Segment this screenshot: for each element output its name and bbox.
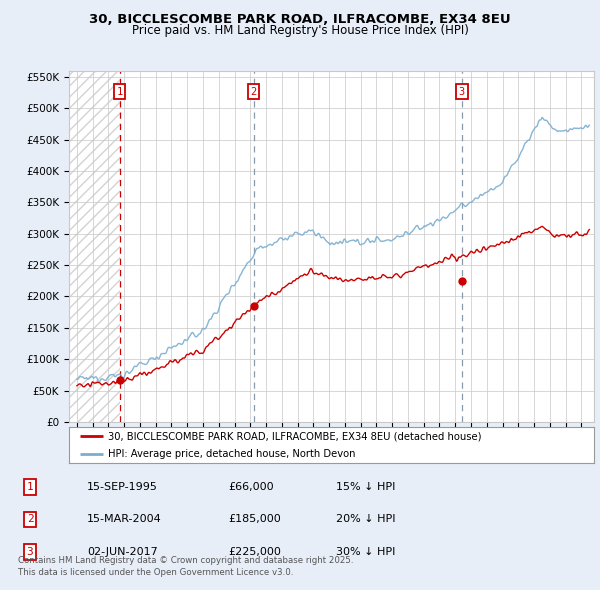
Bar xyxy=(69,71,120,422)
Text: 3: 3 xyxy=(459,87,465,97)
Text: 15% ↓ HPI: 15% ↓ HPI xyxy=(336,482,395,492)
Text: 30% ↓ HPI: 30% ↓ HPI xyxy=(336,547,395,557)
Text: 2: 2 xyxy=(250,87,257,97)
Text: 1: 1 xyxy=(26,482,34,492)
Text: 15-SEP-1995: 15-SEP-1995 xyxy=(87,482,158,492)
Text: £66,000: £66,000 xyxy=(228,482,274,492)
Text: HPI: Average price, detached house, North Devon: HPI: Average price, detached house, Nort… xyxy=(109,449,356,459)
Text: 20% ↓ HPI: 20% ↓ HPI xyxy=(336,514,395,525)
Text: Price paid vs. HM Land Registry's House Price Index (HPI): Price paid vs. HM Land Registry's House … xyxy=(131,24,469,37)
Text: 1: 1 xyxy=(116,87,123,97)
Text: 15-MAR-2004: 15-MAR-2004 xyxy=(87,514,162,525)
Text: 30, BICCLESCOMBE PARK ROAD, ILFRACOMBE, EX34 8EU (detached house): 30, BICCLESCOMBE PARK ROAD, ILFRACOMBE, … xyxy=(109,431,482,441)
Text: Contains HM Land Registry data © Crown copyright and database right 2025.
This d: Contains HM Land Registry data © Crown c… xyxy=(18,556,353,577)
Text: £225,000: £225,000 xyxy=(228,547,281,557)
Text: £185,000: £185,000 xyxy=(228,514,281,525)
Text: 30, BICCLESCOMBE PARK ROAD, ILFRACOMBE, EX34 8EU: 30, BICCLESCOMBE PARK ROAD, ILFRACOMBE, … xyxy=(89,13,511,26)
Text: 2: 2 xyxy=(26,514,34,525)
Text: 02-JUN-2017: 02-JUN-2017 xyxy=(87,547,158,557)
Text: 3: 3 xyxy=(26,547,34,557)
